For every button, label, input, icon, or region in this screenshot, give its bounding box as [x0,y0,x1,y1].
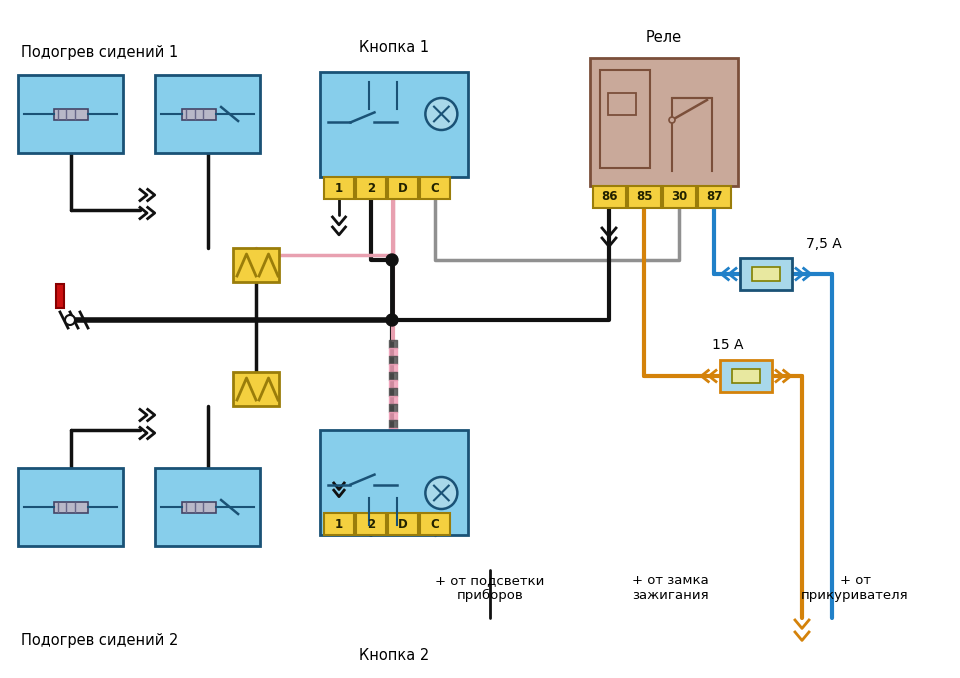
Text: + от
прикуривателя: + от прикуривателя [802,574,909,602]
Circle shape [669,117,675,123]
Bar [590,58,738,186]
Text: 1: 1 [335,182,343,195]
Bar [155,75,260,153]
Bar [356,513,386,535]
Bar [420,177,450,199]
Bar [320,72,468,177]
Circle shape [386,314,398,326]
Bar [56,284,64,308]
Text: Кнопка 1: Кнопка 1 [359,41,429,56]
Bar [698,186,731,208]
Bar [593,186,626,208]
Text: Подогрев сидений 2: Подогрев сидений 2 [21,633,179,647]
Text: 1: 1 [335,517,343,530]
Bar [324,177,354,199]
Circle shape [386,254,398,266]
Circle shape [425,98,457,130]
Bar [54,502,87,513]
Text: Реле: Реле [646,31,682,45]
Text: D: D [398,182,408,195]
Text: C: C [431,182,440,195]
Text: 87: 87 [707,191,723,203]
Bar [663,186,696,208]
Bar [182,502,216,513]
Bar [320,430,468,535]
Bar [732,369,760,383]
Bar [608,93,636,115]
Text: 2: 2 [367,517,375,530]
Bar [18,468,123,546]
Bar [54,108,87,119]
Bar [388,177,418,199]
Text: 86: 86 [601,191,617,203]
Circle shape [65,315,75,325]
Text: + от подсветки
приборов: + от подсветки приборов [435,574,544,602]
Bar [420,513,450,535]
Bar [18,75,123,153]
Text: + от замка
зажигания: + от замка зажигания [632,574,708,602]
Bar [356,177,386,199]
Text: 15 А: 15 А [712,338,743,352]
Text: D: D [398,517,408,530]
Bar [720,360,772,392]
Bar [233,248,279,282]
Bar [388,513,418,535]
Text: 7,5 А: 7,5 А [806,237,842,251]
Text: 85: 85 [636,191,653,203]
Text: Подогрев сидений 1: Подогрев сидений 1 [21,45,179,60]
Text: 30: 30 [671,191,687,203]
Bar [740,258,792,290]
Text: C: C [431,517,440,530]
Bar [628,186,661,208]
Bar [324,513,354,535]
Bar [752,267,780,281]
Bar [233,372,279,406]
Bar [182,108,216,119]
Bar [600,70,650,168]
Text: 2: 2 [367,182,375,195]
Text: Кнопка 2: Кнопка 2 [359,648,429,664]
Bar [155,468,260,546]
Circle shape [425,477,457,509]
